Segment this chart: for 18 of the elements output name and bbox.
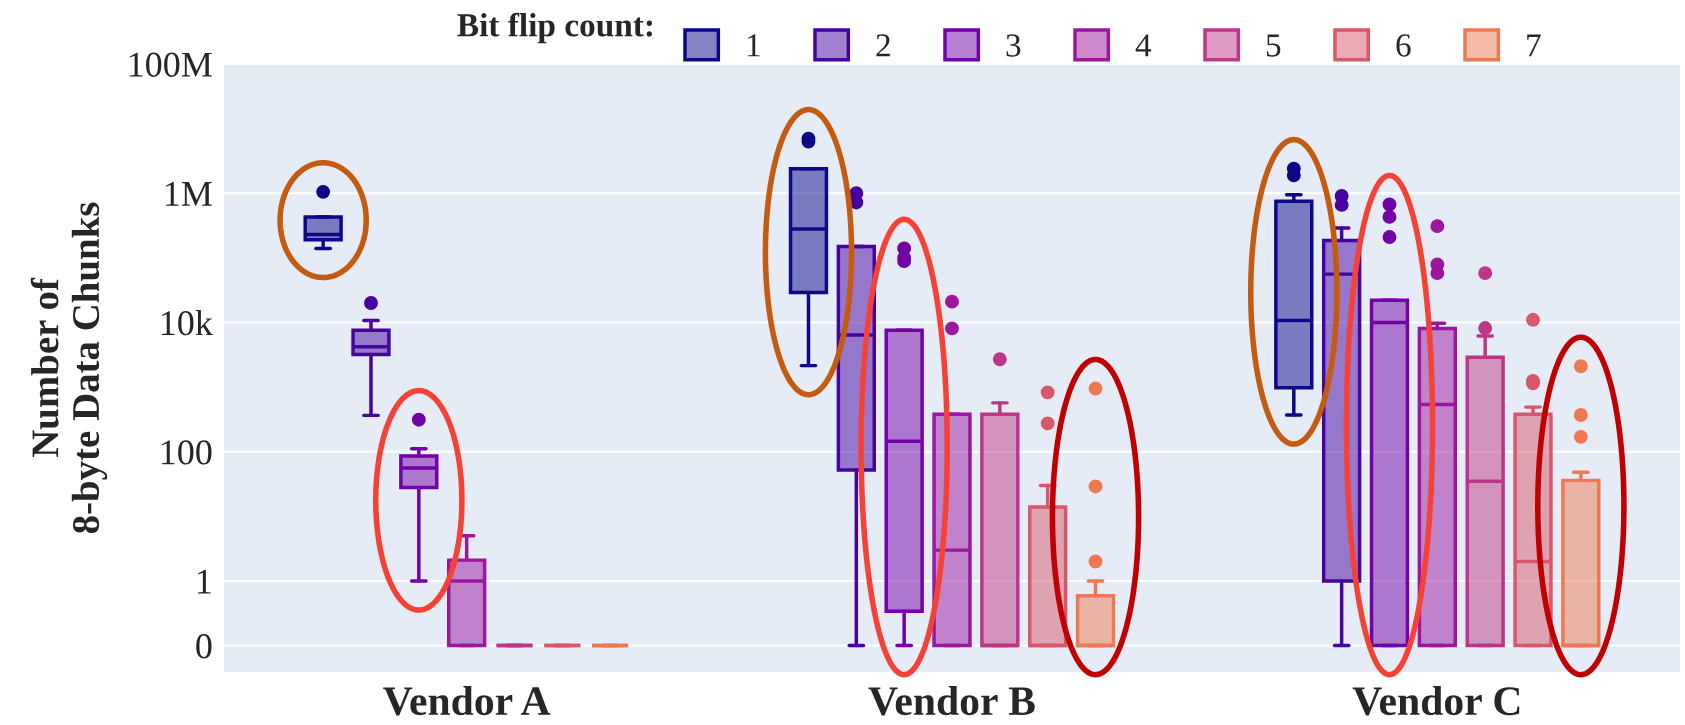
y-tick-label: 100 <box>161 440 212 465</box>
legend-label: 4 <box>1135 34 1152 57</box>
y-tick-label: 100M <box>129 52 212 77</box>
legend-label: 2 <box>876 34 890 57</box>
y-tick-label: 10k <box>161 309 213 336</box>
y-tick-label: 1 <box>198 569 211 594</box>
y-axis-title: Number of 8-byte Data Chunks <box>30 202 108 534</box>
legend-label: 1 <box>747 34 760 57</box>
legend-label: 7 <box>1527 34 1541 57</box>
legend-label: 3 <box>1006 34 1021 57</box>
x-tick-label: Vendor A <box>383 685 551 716</box>
legend-label: 6 <box>1396 34 1411 57</box>
y-tick-label: 0 <box>196 634 212 659</box>
x-tick-label: Vendor C <box>1352 685 1520 716</box>
legend-label: 5 <box>1266 34 1281 57</box>
y-tick-label: 1M <box>165 181 212 206</box>
legend-title: Bit flip count: <box>457 12 653 44</box>
x-tick-label: Vendor B <box>868 685 1035 716</box>
